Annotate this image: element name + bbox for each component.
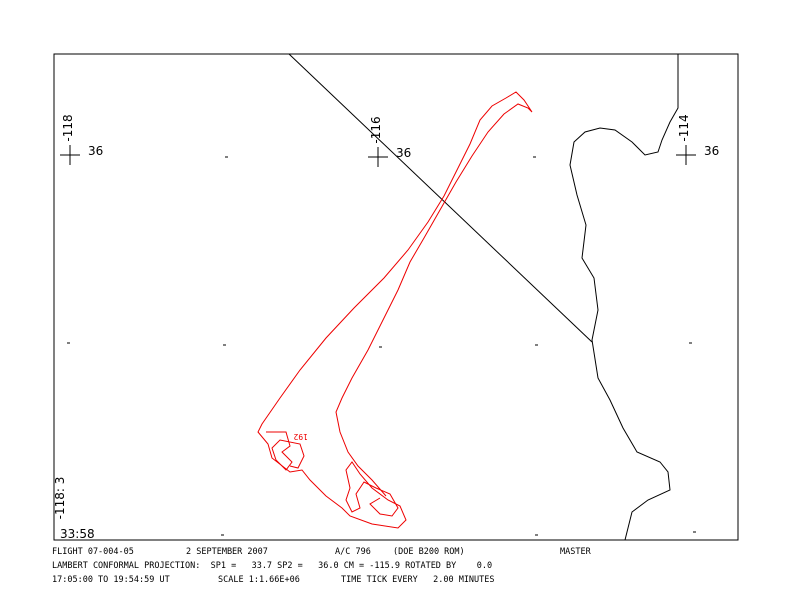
file-type: MASTER: [560, 547, 592, 557]
time-tick: TIME TICK EVERY 2.00 MINUTES: [341, 575, 495, 585]
corner-lat-label: 33:58: [60, 527, 95, 541]
track-label: 192: [293, 432, 308, 441]
lat-label: 36: [396, 146, 411, 160]
corner-lon-label: -118: 3: [53, 477, 67, 520]
coastline: [569, 54, 679, 541]
grid-ticks: [67, 156, 696, 536]
state-border: [288, 53, 593, 343]
grid-crosses: [60, 145, 696, 167]
scale: SCALE 1:1.66E+06: [218, 575, 300, 585]
aircraft: A/C 796: [335, 547, 371, 557]
flight-date: 2 SEPTEMBER 2007: [186, 547, 268, 557]
flight-track-loops: [266, 431, 305, 471]
lon-label: -118: [61, 114, 75, 141]
time-range: 17:05:00 TO 19:54:59 UT: [52, 575, 170, 585]
map-frame: [53, 53, 739, 541]
lat-label: 36: [704, 144, 719, 158]
aircraft-name: (DOE B200 ROM): [393, 547, 465, 557]
flight-track: [257, 91, 533, 529]
lat-label: 36: [88, 144, 103, 158]
lon-label: -116: [369, 116, 383, 143]
projection: LAMBERT CONFORMAL PROJECTION: SP1 = 33.7…: [52, 561, 492, 571]
flight-id: FLIGHT 07-004-05: [52, 547, 134, 557]
lon-label: -114: [677, 114, 691, 141]
